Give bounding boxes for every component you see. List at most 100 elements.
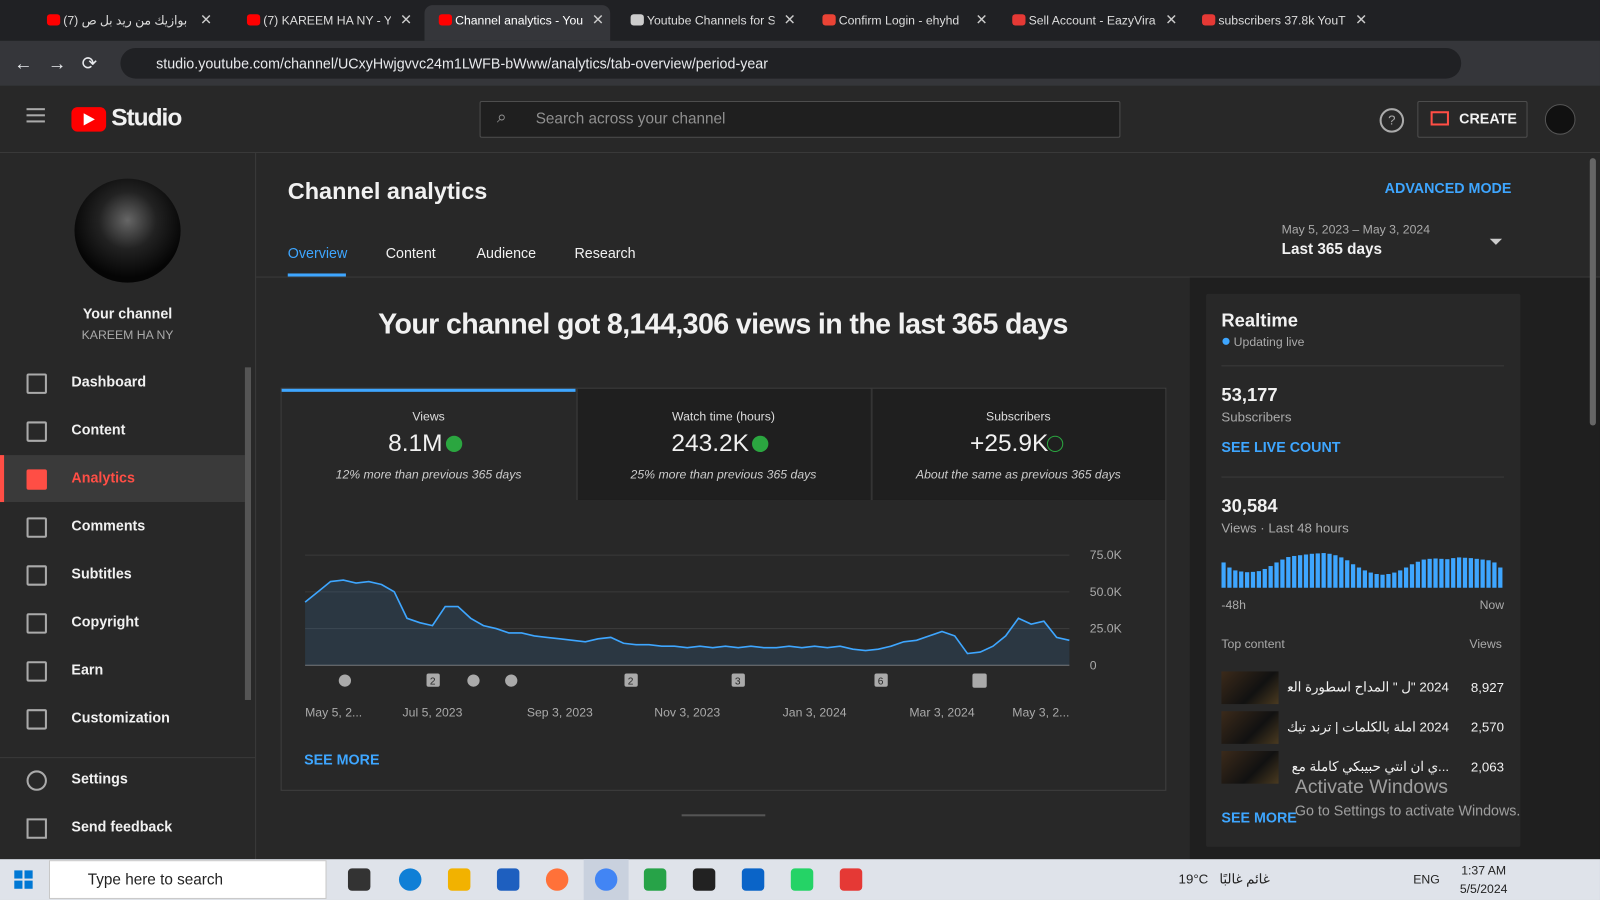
views-label: Views · Last 48 hours [1221, 520, 1349, 536]
realtime-bar [1415, 561, 1420, 588]
taskbar-app[interactable] [839, 868, 863, 891]
menu-icon[interactable] [26, 108, 45, 111]
nav-item[interactable]: Dashboard [71, 373, 147, 390]
area [305, 580, 1070, 666]
nav-icon [26, 517, 47, 538]
taskbar-app[interactable] [545, 868, 569, 891]
sidebar-separator [0, 757, 256, 759]
taskbar-search-text[interactable]: Type here to search [87, 871, 224, 889]
content-title[interactable]: 2024 "ل " المداح اسطورة العوده... [1287, 679, 1449, 695]
date-range[interactable]: May 5, 2023 – May 3, 2024 [1281, 222, 1431, 237]
thumbnail[interactable] [1221, 671, 1279, 705]
nav-item[interactable]: Earn [71, 661, 104, 678]
metric-tab[interactable] [281, 388, 576, 500]
period[interactable]: Last 365 days [1281, 240, 1383, 259]
y-tick-label: 50.0K [1090, 585, 1123, 599]
x-tick-label: Nov 3, 2023 [654, 705, 720, 719]
tab-title[interactable]: Channel analytics - You [455, 13, 583, 28]
thumbnail[interactable] [1221, 711, 1279, 744]
annotation-label: 2 [430, 677, 436, 688]
taskbar-search[interactable] [48, 860, 327, 899]
page-tab[interactable]: Content [385, 244, 436, 262]
logo-text[interactable]: Studio [111, 104, 182, 132]
taskbar-app[interactable] [447, 868, 471, 891]
nav-item[interactable]: Settings [71, 770, 128, 787]
clock-time[interactable]: 1:37 AM [1461, 863, 1507, 878]
nav-item[interactable]: Send feedback [71, 818, 173, 835]
tab-title[interactable]: subscribers 37.8k YouT [1218, 13, 1346, 28]
page-tab[interactable]: Research [574, 244, 636, 262]
content-title[interactable]: 2024 املة بالكلمات | ترند تيك توك... [1287, 719, 1449, 735]
x-tick-label: Sep 3, 2023 [527, 705, 593, 719]
tab-close[interactable]: ✕ [783, 11, 796, 28]
watermark-title: Activate Windows [1294, 776, 1448, 798]
tab-title[interactable]: Sell Account - EazyVira [1028, 13, 1156, 28]
nav-item[interactable]: Subtitles [71, 565, 132, 582]
taskbar-app[interactable] [643, 868, 667, 891]
search-box[interactable] [479, 101, 1121, 138]
scrollbar[interactable] [1589, 158, 1596, 426]
realtime-bar [1280, 559, 1285, 588]
taskbar-app[interactable] [398, 868, 422, 891]
tab-favicon [46, 14, 61, 26]
create-button[interactable] [1417, 101, 1528, 138]
live-count-link[interactable]: SEE LIVE COUNT [1221, 438, 1341, 456]
sidebar-scroll[interactable] [244, 367, 252, 700]
channel-avatar[interactable] [74, 178, 181, 283]
realtime-bar [1327, 553, 1332, 588]
taskbar-app[interactable] [496, 868, 520, 891]
tab-title[interactable]: (7) بوازيك من ريد بل ص [63, 13, 188, 28]
tab-close[interactable]: ✕ [1165, 11, 1178, 28]
page-tab[interactable]: Overview [287, 244, 348, 262]
clock-date[interactable]: 5/5/2024 [1459, 881, 1508, 896]
realtime-bar [1409, 564, 1415, 588]
create-label[interactable]: CREATE [1459, 110, 1517, 127]
nav-item[interactable]: Copyright [71, 613, 139, 630]
channel-title[interactable]: Your channel [82, 305, 173, 322]
nav-icon [26, 818, 47, 839]
help-icon[interactable]: ? [1379, 108, 1405, 133]
tab-close[interactable]: ✕ [591, 11, 604, 28]
thumbnail[interactable] [1221, 751, 1279, 784]
content-title[interactable]: ...ي ان انتي حبيبكي كاملة مع الكلمات [1288, 759, 1449, 775]
realtime-bar [1256, 571, 1262, 588]
language[interactable]: ENG [1413, 872, 1440, 887]
tab-title[interactable]: Confirm Login - ehyhd [838, 13, 960, 28]
advanced-mode[interactable]: ADVANCED MODE [1384, 179, 1512, 196]
account-avatar[interactable] [1544, 104, 1576, 135]
realtime-bar [1233, 570, 1238, 588]
see-more[interactable]: SEE MORE [304, 751, 380, 768]
nav-item[interactable]: Comments [71, 517, 146, 534]
trend-icon [1046, 435, 1064, 453]
realtime-bar [1474, 558, 1479, 588]
nav-item[interactable]: Customization [71, 709, 170, 726]
tab-title[interactable]: Youtube Channels for S [646, 13, 775, 28]
nav-icon [26, 565, 47, 586]
taskbar-app[interactable] [594, 868, 618, 891]
nav-buttons[interactable]: ← → ⟳ [14, 53, 98, 74]
address-bar[interactable] [120, 47, 1462, 79]
tab-close[interactable]: ✕ [1355, 11, 1368, 28]
tab-close[interactable]: ✕ [199, 11, 212, 28]
weather-temp[interactable]: 19°C [1178, 871, 1209, 887]
metric-tab[interactable] [871, 388, 1166, 500]
weather-text[interactable]: غائم غالبًا [1219, 871, 1270, 887]
taskbar-app[interactable] [741, 868, 765, 891]
taskbar-app[interactable] [692, 868, 716, 891]
tab-close[interactable]: ✕ [399, 11, 412, 28]
start-button[interactable] [14, 870, 33, 889]
realtime-see-more[interactable]: SEE MORE [1221, 809, 1297, 826]
page-tab[interactable]: Audience [476, 244, 537, 262]
taskbar-app[interactable] [790, 868, 814, 891]
tab-close[interactable]: ✕ [975, 11, 988, 28]
taskbar-app[interactable] [347, 868, 371, 891]
period-dropdown[interactable] [1489, 238, 1503, 245]
nav-item[interactable]: Content [71, 421, 126, 438]
line [304, 579, 1070, 655]
url[interactable]: studio.youtube.com/channel/UCxyHwjgvvc24… [156, 55, 768, 72]
search-placeholder[interactable]: Search across your channel [535, 110, 726, 128]
nav-item[interactable]: Analytics [71, 469, 135, 486]
metric-tab[interactable] [576, 388, 871, 500]
tab-title[interactable]: (7) KAREEM HA NY - Yo [263, 13, 391, 28]
content-views: 2,063 [1470, 759, 1505, 775]
